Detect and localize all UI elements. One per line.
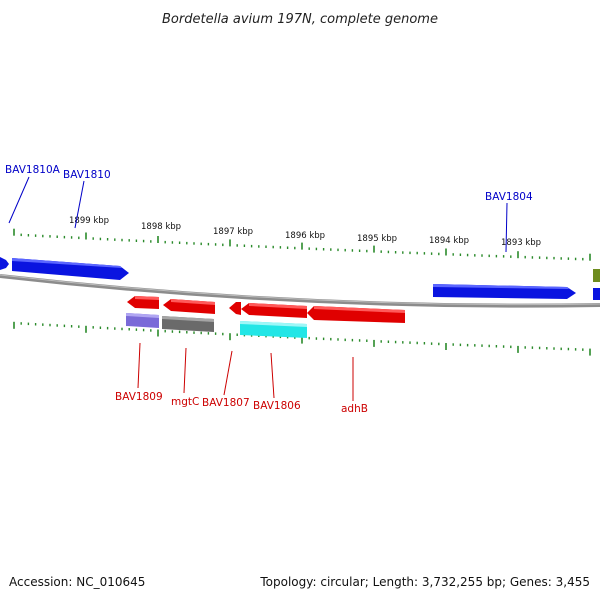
gene-bav1810[interactable] (12, 258, 129, 280)
gene-adhb[interactable] (307, 306, 405, 323)
scale-label-1894: 1894 kbp (429, 236, 469, 246)
leader-bav1807 (223, 350, 233, 396)
leader-bav1806 (270, 352, 275, 399)
gene-right-edge-olive[interactable] (593, 269, 600, 282)
label-mgtc[interactable]: mgtC (171, 396, 199, 408)
feature-purple-bav1809[interactable] (126, 313, 159, 328)
scale-label-1899: 1899 kbp (69, 216, 109, 226)
leader-bav1809 (137, 342, 141, 389)
leader-bav1810a (8, 176, 30, 224)
map-title: Bordetella avium 197N, complete genome (162, 12, 438, 27)
label-adhb[interactable]: adhB (341, 403, 368, 415)
feature-gray-mgtc[interactable] (162, 316, 214, 332)
leader-mgtc (183, 347, 187, 394)
label-bav1804[interactable]: BAV1804 (485, 191, 533, 203)
gene-right-edge-blue[interactable] (593, 288, 600, 300)
label-bav1809[interactable]: BAV1809 (115, 391, 163, 403)
scale-label-1897: 1897 kbp (213, 227, 253, 237)
gene-bav1810a[interactable] (0, 257, 9, 270)
label-bav1810a[interactable]: BAV1810A (5, 164, 61, 176)
accession-text: Accession: NC_010645 (9, 575, 145, 589)
scale-label-1895: 1895 kbp (357, 234, 397, 244)
label-bav1806[interactable]: BAV1806 (253, 400, 301, 412)
genome-summary-text: Topology: circular; Length: 3,732,255 bp… (259, 575, 590, 589)
gene-bav1804[interactable] (433, 284, 576, 299)
label-bav1807[interactable]: BAV1807 (202, 397, 250, 409)
feature-cyan-bav1806[interactable] (240, 321, 307, 338)
leader-bav1804 (505, 202, 508, 253)
gene-mgtc[interactable] (163, 299, 215, 314)
gene-bav1809[interactable] (127, 296, 159, 309)
gene-bav1807[interactable] (229, 302, 241, 315)
label-bav1810[interactable]: BAV1810 (63, 169, 111, 181)
top-scale-ticks (13, 228, 591, 261)
scale-label-1898: 1898 kbp (141, 222, 181, 232)
scale-label-1896: 1896 kbp (285, 231, 325, 241)
scale-label-1893: 1893 kbp (501, 238, 541, 248)
gene-bav1806[interactable] (241, 303, 307, 318)
leader-bav1810 (74, 180, 85, 229)
genome-backbone (0, 274, 600, 308)
